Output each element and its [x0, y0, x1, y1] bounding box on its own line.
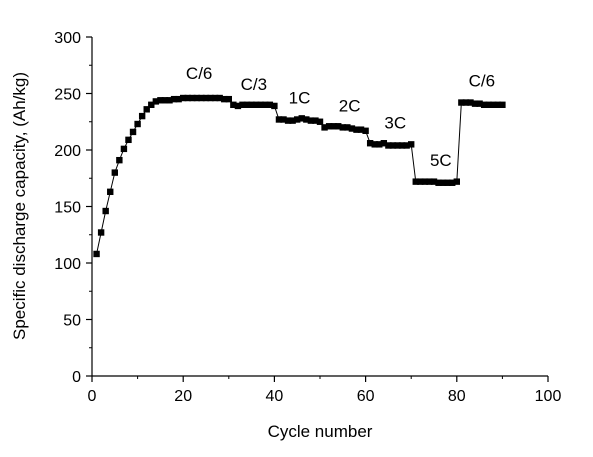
- data-point: [116, 157, 122, 163]
- data-point: [454, 178, 460, 184]
- data-point: [226, 96, 232, 102]
- data-point: [362, 128, 368, 134]
- x-tick-label: 80: [448, 388, 466, 405]
- x-tick-label: 60: [357, 388, 375, 405]
- y-axis-label: Specific discharge capacity, (Ah/kg): [10, 72, 29, 340]
- y-tick-label: 50: [63, 313, 81, 330]
- x-tick-label: 40: [266, 388, 284, 405]
- x-tick-label: 0: [88, 388, 97, 405]
- data-point: [93, 251, 99, 257]
- data-point: [134, 121, 140, 127]
- rate-annotation: C/6: [469, 72, 495, 91]
- data-point: [107, 189, 113, 195]
- data-point: [499, 102, 505, 108]
- data-point: [102, 208, 108, 214]
- data-point: [317, 119, 323, 125]
- data-point: [271, 103, 277, 109]
- data-point: [408, 141, 414, 147]
- data-point: [130, 129, 136, 135]
- data-point: [125, 137, 131, 143]
- x-tick-label: 100: [535, 388, 562, 405]
- y-tick-label: 250: [54, 87, 81, 104]
- series: [93, 95, 505, 257]
- y-tick-label: 300: [54, 30, 81, 47]
- rate-annotation: C/6: [186, 64, 212, 83]
- rate-annotation: 5C: [430, 151, 452, 170]
- rate-annotation: 3C: [384, 114, 406, 133]
- rate-annotation: 1C: [289, 89, 311, 108]
- rate-annotation: 2C: [339, 97, 361, 116]
- y-tick-label: 100: [54, 256, 81, 273]
- y-tick-label: 150: [54, 200, 81, 217]
- y-tick-label: 0: [72, 369, 81, 386]
- x-tick-label: 20: [174, 388, 192, 405]
- rate-annotation: C/3: [241, 75, 267, 94]
- y-tick-label: 200: [54, 143, 81, 160]
- data-point: [121, 146, 127, 152]
- data-point: [139, 113, 145, 119]
- x-axis-label: Cycle number: [268, 422, 373, 441]
- data-point: [112, 169, 118, 175]
- data-point: [98, 229, 104, 235]
- annotations: C/6 C/3 1C 2C 3C 5C C/6: [186, 64, 495, 170]
